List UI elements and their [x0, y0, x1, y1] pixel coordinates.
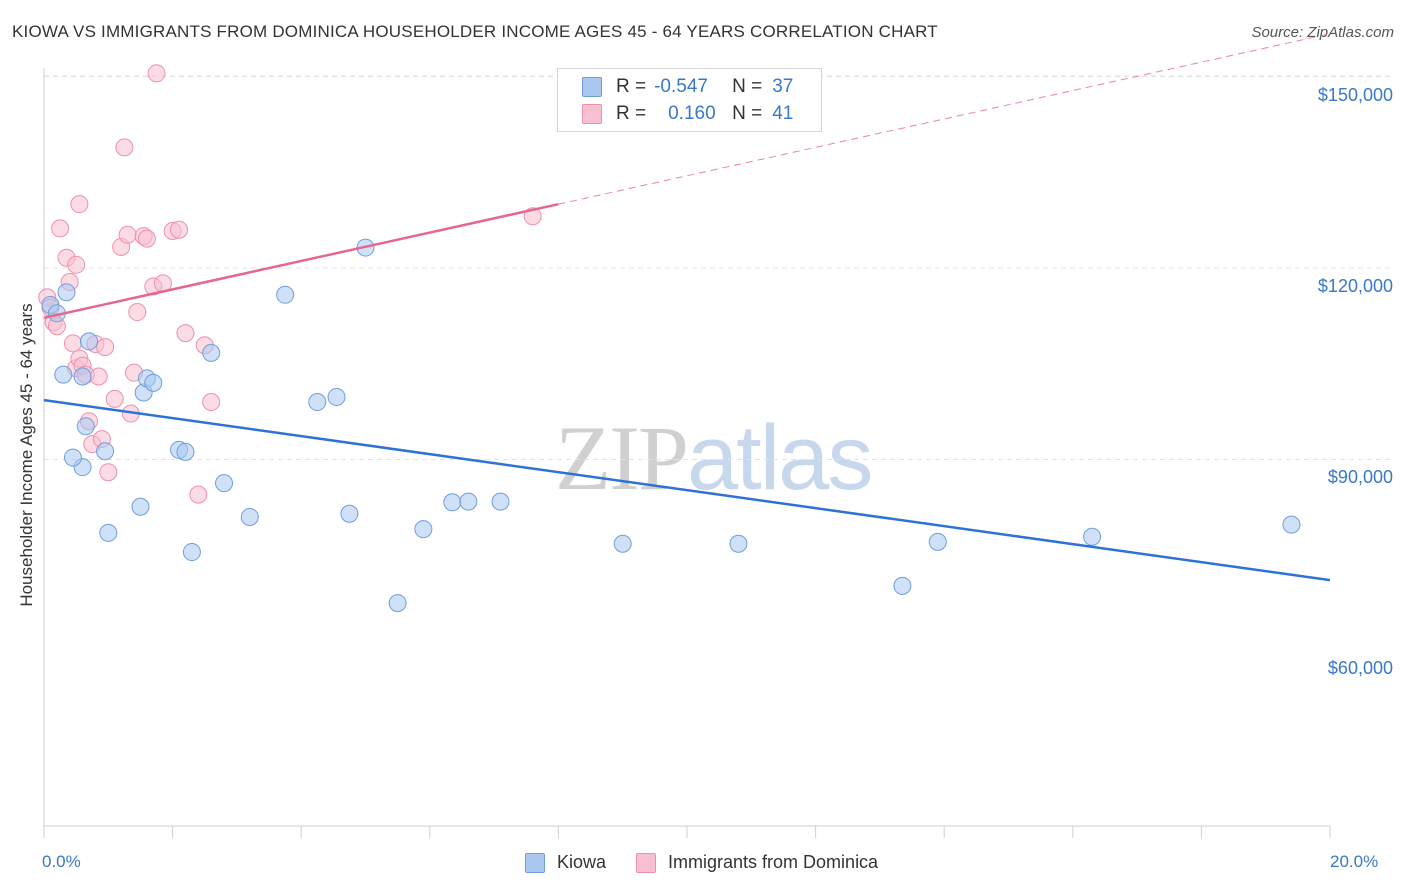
kiowa-point-7 — [63, 448, 82, 467]
dominica-point-4 — [51, 219, 70, 238]
legend-dominica-label: Immigrants from Dominica — [668, 852, 879, 872]
x-tick-label-max: 20.0% — [1330, 852, 1379, 871]
y-tick-label-120000: $120,000 — [1317, 276, 1393, 296]
dominica-point-8 — [67, 255, 86, 274]
dominica-point-24 — [118, 225, 137, 244]
source-label: Source: ZipAtlas.com — [1251, 24, 1394, 41]
legend-row-kiowa: R = -0.547 N = 37 — [582, 75, 793, 99]
kiowa-point-10 — [99, 523, 118, 542]
dominica-point-37 — [189, 485, 208, 504]
dominica-point-34 — [170, 220, 189, 239]
kiowa-point-26 — [388, 594, 407, 613]
legend-row-dominica: R = 0.160 N = 41 — [582, 102, 793, 126]
kiowa-point-28 — [443, 493, 462, 512]
dominica-point-21 — [105, 389, 124, 408]
x-tick-label-min: 0.0% — [42, 852, 81, 871]
kiowa-point-14 — [131, 497, 150, 516]
kiowa-point-18 — [202, 343, 221, 362]
dominica-point-20 — [99, 463, 118, 482]
kiowa-point-2 — [57, 283, 76, 302]
kiowa-point-9 — [96, 442, 115, 461]
kiowa-point-34 — [928, 532, 947, 551]
kiowa-point-23 — [327, 387, 346, 406]
legend-r-label: R = — [616, 76, 647, 97]
legend-r-value-kiowa: -0.547 — [654, 76, 708, 97]
kiowa-point-29 — [459, 492, 478, 511]
dominica-point-39 — [202, 393, 221, 412]
dominica-point-23 — [115, 138, 134, 157]
kiowa-point-8 — [80, 332, 99, 351]
kiowa-point-24 — [340, 504, 359, 523]
correlation-legend: R = -0.547 N = 37 R = 0.160 N = 41 — [557, 68, 822, 132]
legend-n-value-kiowa: 37 — [772, 76, 794, 97]
legend-n-label: N = — [732, 103, 763, 124]
dominica-point-35 — [176, 324, 195, 343]
kiowa-point-17 — [182, 543, 201, 562]
dominica-trend-line — [43, 202, 559, 320]
legend-r-label: R = — [616, 103, 647, 124]
kiowa-point-36 — [1282, 515, 1301, 534]
chart-title: KIOWA VS IMMIGRANTS FROM DOMINICA HOUSEH… — [12, 22, 938, 41]
dominica-point-27 — [128, 303, 147, 322]
kiowa-legend-swatch — [525, 852, 545, 873]
kiowa-point-31 — [613, 534, 632, 553]
dominica-point-17 — [89, 367, 108, 386]
dominica-point-29 — [137, 229, 156, 248]
dominica-point-10 — [70, 195, 89, 214]
kiowa-point-19 — [215, 474, 234, 493]
kiowa-point-20 — [240, 507, 259, 526]
kiowa-point-27 — [414, 520, 433, 539]
kiowa-point-13 — [144, 373, 163, 392]
y-axis-label: Householder Income Ages 45 - 64 years — [17, 303, 36, 607]
kiowa-swatch — [582, 77, 602, 97]
dominica-swatch — [582, 104, 602, 124]
kiowa-point-22 — [308, 393, 327, 412]
legend-n-label: N = — [732, 76, 763, 97]
y-tick-label-60000: $60,000 — [1327, 658, 1393, 678]
kiowa-point-30 — [491, 492, 510, 511]
dominica-point-19 — [96, 338, 115, 357]
y-tick-label-90000: $90,000 — [1327, 467, 1393, 487]
kiowa-point-35 — [1083, 527, 1102, 546]
kiowa-point-32 — [729, 534, 748, 553]
series-legend: Kiowa Immigrants from Dominica — [525, 852, 878, 873]
kiowa-point-3 — [54, 365, 73, 384]
kiowa-trend-line — [43, 398, 1331, 582]
dominica-point-7 — [63, 334, 82, 353]
kiowa-point-21 — [276, 285, 295, 304]
kiowa-point-4 — [73, 367, 92, 386]
legend-n-value-dominica: 41 — [772, 103, 794, 124]
dominica-legend-swatch — [636, 852, 657, 873]
kiowa-point-33 — [893, 576, 912, 595]
legend-kiowa-label: Kiowa — [557, 852, 607, 872]
y-tick-label-150000: $150,000 — [1317, 85, 1393, 105]
dominica-point-31 — [147, 64, 166, 83]
kiowa-point-16 — [176, 442, 195, 461]
legend-r-value-dominica: 0.160 — [668, 103, 716, 124]
kiowa-point-5 — [76, 417, 95, 436]
